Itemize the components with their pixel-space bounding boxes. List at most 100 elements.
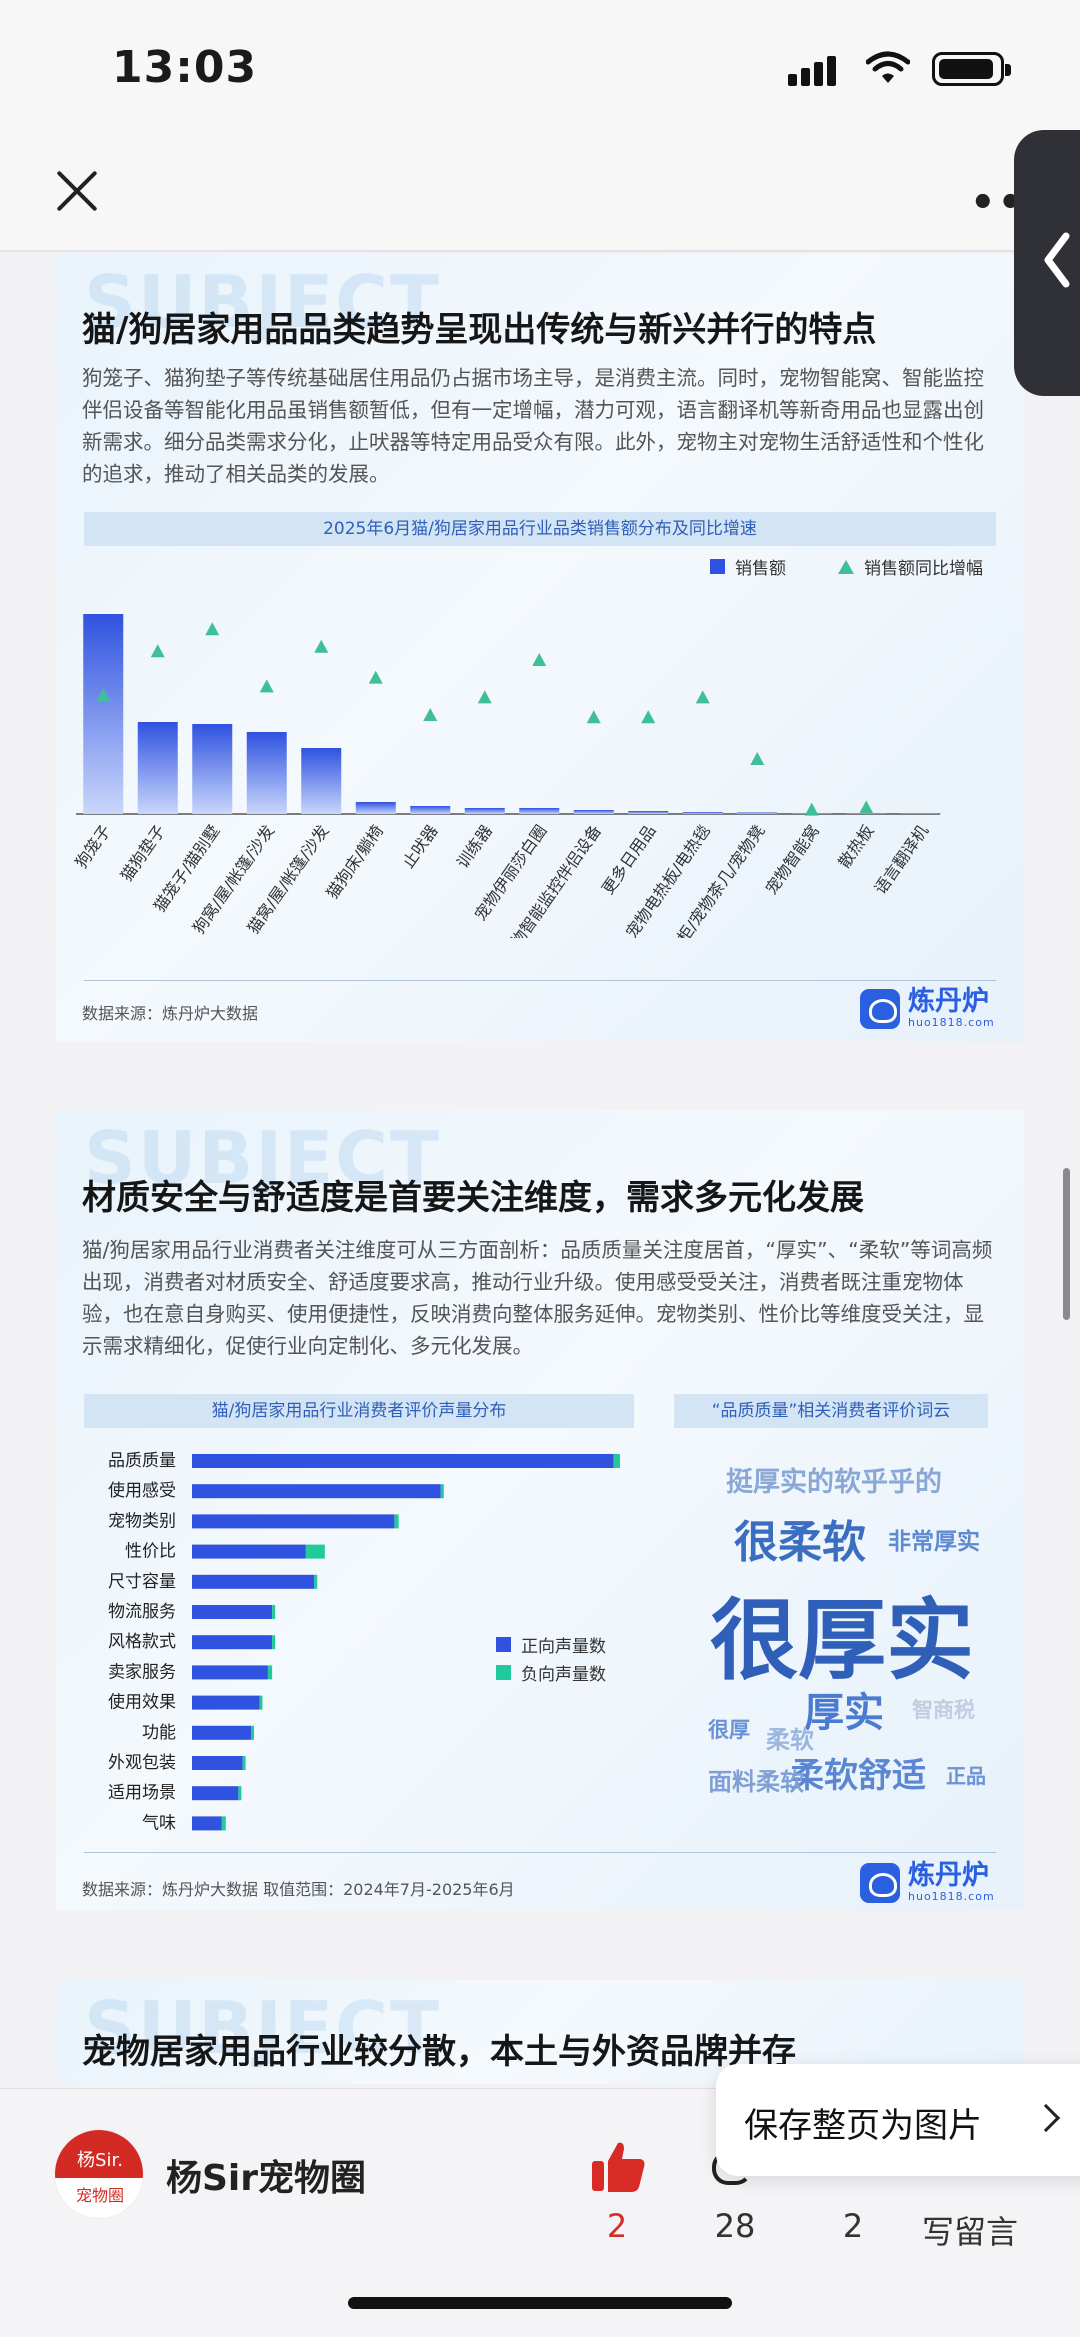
card-description: 猫/狗居家用品行业消费者关注维度可从三方面剖析：品质质量关注度居首，“厚实”、“…: [82, 1238, 993, 1358]
status-time: 13:03: [112, 42, 258, 93]
nav-bar: ••: [0, 130, 1080, 252]
positive-bar: [192, 1786, 239, 1801]
data-source: 数据来源：炼丹炉大数据: [82, 1004, 259, 1023]
positive-bar: [192, 1514, 395, 1529]
y-tick-label: 性价比: [125, 1542, 176, 1562]
bar-mark: [846, 813, 887, 814]
legend-growth: 销售额同比增幅: [838, 554, 983, 579]
like-count: 2: [606, 2207, 628, 2245]
side-drawer-handle[interactable]: [1014, 130, 1080, 396]
growth-marker: [477, 690, 492, 704]
data-source: 数据来源：炼丹炉大数据 取值范围：2024年7月-2025年6月: [82, 1880, 515, 1899]
growth-marker: [259, 679, 274, 693]
x-tick-label: 训练器: [453, 821, 496, 871]
growth-marker: [532, 653, 547, 666]
bar-mark: [301, 748, 342, 814]
like-icon[interactable]: [588, 2137, 648, 2197]
positive-bar: [192, 1816, 222, 1831]
y-tick-label: 宠物类别: [108, 1511, 176, 1531]
cloud-word: 非常厚实: [888, 1529, 980, 1555]
bar-mark: [192, 724, 233, 814]
card-watermark: SUBJECT: [84, 1116, 442, 1200]
legend-sales: 销售额: [710, 554, 786, 579]
y-tick-label: 使用效果: [108, 1692, 176, 1713]
negative-bar: [238, 1786, 242, 1801]
positive-bar: [192, 1454, 614, 1468]
cloud-word: 很柔软: [734, 1517, 866, 1568]
positive-bar: [192, 1484, 441, 1499]
save-page-label: 保存整页为图片: [744, 2106, 982, 2146]
home-indicator[interactable]: [348, 2297, 732, 2309]
write-comment-button[interactable]: 写留言: [921, 2213, 1018, 2251]
brand-logo: 炼丹炉 huo1818.com: [860, 1862, 995, 1903]
positive-bar: [192, 1695, 260, 1710]
positive-bar: [192, 1725, 252, 1740]
brand-logo-name: 炼丹炉: [908, 986, 989, 1017]
footer-divider: [84, 1852, 996, 1853]
cloud-word: 很厚实: [710, 1589, 975, 1692]
y-tick-label: 卖家服务: [108, 1662, 176, 1682]
y-tick-label: 品质质量: [108, 1451, 176, 1471]
positive-bar: [192, 1605, 273, 1619]
card-description: 狗笼子、猫狗垫子等传统基础居住用品仍占据市场主导，是消费主流。同时，宠物智能窝、…: [82, 366, 984, 486]
cloud-word: 挺厚实的软乎乎的: [726, 1467, 942, 1498]
y-tick-label: 使用感受: [108, 1480, 176, 1501]
growth-marker: [314, 639, 329, 653]
positive-bar: [192, 1544, 306, 1559]
account-avatar[interactable]: 杨Sir. 宠物圈: [54, 2129, 144, 2219]
growth-marker: [423, 708, 438, 721]
cloud-word: 面料柔软: [708, 1768, 804, 1796]
bar-mark: [682, 812, 723, 814]
x-tick-label: 狗笼子: [71, 821, 114, 871]
infographic-card-category-trend: SUBJECT 猫/狗居家用品品类趋势呈现出传统与新兴并行的特点 狗笼子、猫狗垫…: [56, 254, 1024, 1042]
card-title: 材质安全与舒适度是首要关注维度，需求多元化发展: [82, 1178, 864, 1218]
bar-mark: [410, 806, 451, 814]
bar-mark: [137, 722, 178, 814]
growth-marker: [695, 690, 710, 704]
growth-marker: [586, 710, 601, 724]
word-cloud: 挺厚实的软乎乎的 很柔软 非常厚实 很厚实 厚实 智商税 很厚 柔软 柔软舒适 …: [656, 1440, 1016, 1800]
y-tick-label: 适用场景: [108, 1783, 176, 1803]
card-title: 猫/狗居家用品品类趋势呈现出传统与新兴并行的特点: [82, 310, 877, 350]
negative-bar: [251, 1725, 255, 1740]
x-tick-label: 更多日用品: [598, 821, 659, 897]
bar-mark: [355, 802, 396, 814]
growth-marker: [96, 688, 111, 702]
negative-bar: [242, 1756, 246, 1770]
x-tick-label: 止吠器: [398, 821, 441, 871]
negative-bar: [272, 1635, 276, 1650]
save-page-as-image-button[interactable]: 保存整页为图片: [716, 2064, 1080, 2176]
negative-bar: [613, 1454, 620, 1468]
legend-negative: 负向声量数: [496, 1660, 606, 1685]
y-tick-label: 尺寸容量: [108, 1572, 176, 1592]
brand-logo-url: huo1818.com: [908, 1890, 995, 1903]
brand-logo-icon: [860, 1862, 900, 1903]
x-tick-label: 猫狗床/躺椅: [322, 821, 387, 902]
card-watermark: SUBJECT: [84, 1986, 442, 2070]
bar-mark: [900, 813, 941, 814]
brand-logo: 炼丹炉 huo1818.com: [860, 988, 995, 1029]
negative-bar: [272, 1605, 276, 1619]
scrollbar[interactable]: [1063, 1168, 1070, 1320]
status-bar: 13:03: [0, 0, 1080, 130]
infographic-card-consumer-concerns: SUBJECT 材质安全与舒适度是首要关注维度，需求多元化发展 猫/狗居家用品行…: [56, 1110, 1024, 1910]
bar-mark: [519, 808, 560, 814]
card-watermark: SUBJECT: [84, 260, 442, 344]
article-content[interactable]: SUBJECT 猫/狗居家用品品类趋势呈现出传统与新兴并行的特点 狗笼子、猫狗垫…: [0, 254, 1080, 2084]
account-name[interactable]: 杨Sir宠物圈: [166, 2158, 367, 2199]
battery-icon: [932, 52, 1011, 86]
y-tick-label: 风格款式: [108, 1632, 176, 1652]
growth-marker: [859, 800, 874, 814]
growth-marker: [750, 752, 765, 765]
legend-negative-label: 负向声量数: [521, 1665, 606, 1685]
positive-bar: [192, 1635, 273, 1650]
consumer-voice-chart: 品质质量使用感受宠物类别性价比尺寸容量物流服务风格款式卖家服务使用效果功能外观包…: [108, 1451, 620, 1833]
comment-count: 28: [714, 2207, 756, 2245]
chevron-left-icon: [1044, 232, 1070, 288]
close-button[interactable]: [46, 160, 108, 222]
footer-divider: [84, 980, 996, 981]
negative-bar: [221, 1816, 226, 1831]
growth-marker: [641, 710, 656, 724]
legend-growth-label: 销售额同比增幅: [864, 559, 983, 579]
